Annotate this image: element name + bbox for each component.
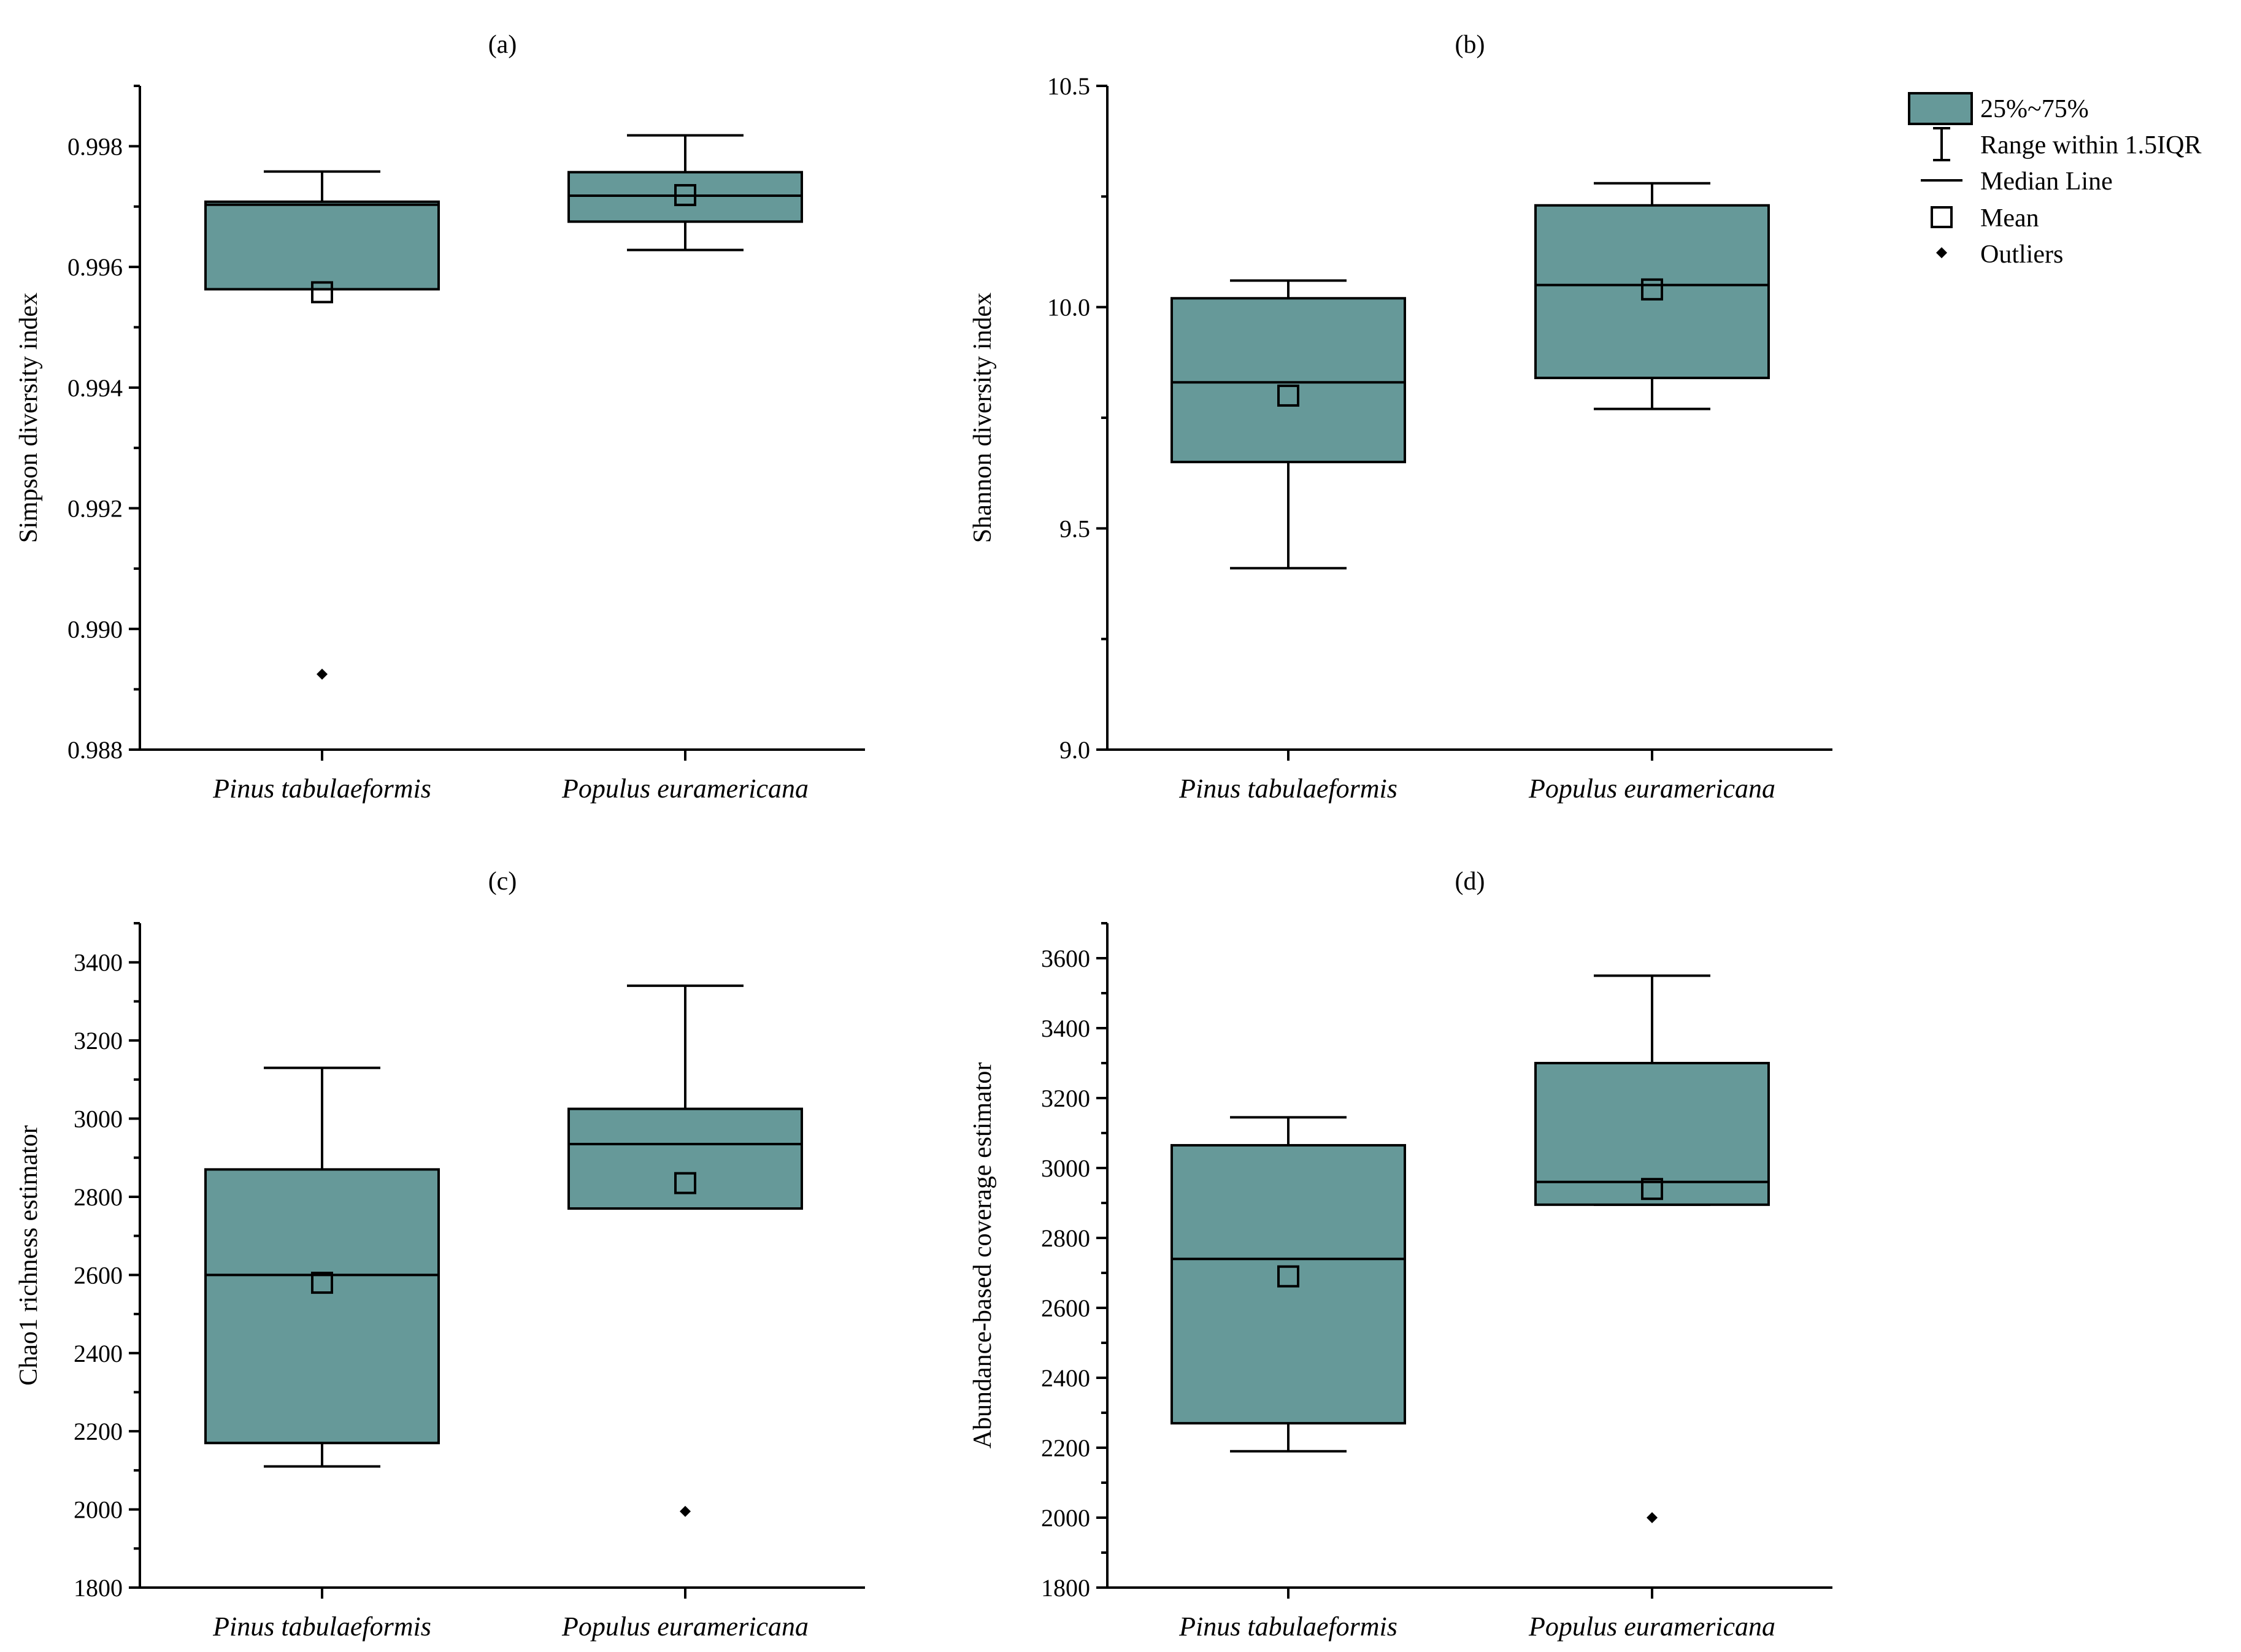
iqr-box [1170,297,1406,464]
panel-title: (b) [1455,31,1485,59]
legend-outlier-symbol [1936,247,1947,258]
y-tick-label: 10.5 [1047,72,1090,100]
y-tick-label: 0.996 [67,253,123,281]
y-tick-label: 3400 [74,949,123,977]
box-group [567,134,803,252]
y-tick-label: 2600 [74,1261,123,1289]
y-tick-label: 3600 [1041,945,1090,972]
y-tick-label: 2400 [74,1340,123,1367]
y-tick-label: 2000 [74,1496,123,1524]
x-category-label: Populus euramericana [1528,774,1775,804]
box-group [567,984,803,1517]
legend-box-swatch [1908,92,1973,125]
iqr-box [1534,1062,1770,1206]
y-tick-label: 0.992 [67,495,123,523]
y-tick-label: 2000 [1041,1504,1090,1532]
legend-label: Outliers [1980,240,2063,269]
legend-whisker-symbol [1933,127,1950,161]
y-tick-label: 1800 [1041,1574,1090,1602]
legend-item-mean: Mean [1931,204,2039,232]
y-axis-label: Chao1 richness estimator [15,1125,43,1386]
x-category-label: Populus euramericana [561,1612,809,1642]
legend-item-whisker: Range within 1.5IQR [1933,127,2201,161]
y-axis-label: Shannon diversity index [969,293,997,543]
x-category-label: Pinus tabulaeformis [212,774,431,804]
legend-label: Median Line [1980,167,2113,196]
y-tick-label: 10.0 [1047,294,1090,321]
y-tick-label: 2800 [1041,1224,1090,1252]
panel-b: (b) 9.0 9.5 10.0 10.5 Shannon diversity index… [969,31,1832,804]
panel-title: (d) [1455,867,1485,896]
legend-label: Mean [1980,204,2039,232]
mean-marker [311,281,333,304]
iqr-box [204,200,440,291]
panel-a: (a) 0.988 0.990 0.992 0.994 0.996 0.998 Simpson… [15,31,865,804]
y-tick-label: 0.990 [67,615,123,643]
legend-item-median: Median Line [1921,167,2113,196]
x-category-label: Pinus tabulaeformis [212,1612,431,1642]
outlier-point [1647,1512,1658,1523]
y-tick-label: 3200 [74,1027,123,1055]
box-group [204,170,440,680]
y-axis-label: Abundance-based coverage estimator [969,1062,997,1449]
x-category-label: Populus euramericana [1528,1612,1775,1642]
y-axis-label: Simpson diversity index [15,293,43,543]
y-tick-label: 9.0 [1059,736,1090,764]
y-tick-label: 2800 [74,1183,123,1211]
y-tick-label: 3000 [1041,1154,1090,1182]
x-category-label: Pinus tabulaeformis [1178,774,1397,804]
legend-item-box: 25%~75% [1908,92,2089,125]
outlier-point [680,1505,691,1517]
panel-title: (a) [488,31,517,59]
x-category-label: Pinus tabulaeformis [1178,1612,1397,1642]
y-tick-label: 3000 [74,1105,123,1133]
legend-item-outlier: Outliers [1936,240,2063,269]
y-tick-label: 2600 [1041,1294,1090,1322]
y-tick-label: 2200 [74,1418,123,1445]
y-tick-label: 2200 [1041,1434,1090,1462]
mean-marker [1277,1265,1299,1288]
y-tick-label: 9.5 [1059,515,1090,542]
x-category-label: Populus euramericana [561,774,809,804]
panel-title: (c) [488,867,517,896]
box-group [1170,1116,1406,1453]
box-group [1534,974,1770,1523]
box-group [1170,279,1406,570]
legend-label: 25%~75% [1980,95,2089,123]
iqr-box [1170,1143,1406,1425]
mean-marker [311,1272,333,1294]
outlier-point [317,669,328,680]
y-tick-label: 0.988 [67,736,123,764]
iqr-box [1534,204,1770,380]
y-tick-label: 2400 [1041,1364,1090,1392]
box-group [204,1066,440,1468]
box-group [1534,182,1770,410]
mean-marker [1641,278,1663,301]
iqr-box [204,1168,440,1445]
mean-marker [674,1172,696,1194]
legend: 25%~75% Range within 1.5IQR Median Line Mea… [1908,92,2201,269]
y-tick-label: 0.994 [67,374,123,402]
panel-c: (c) 1800 2000 2200 2400 2600 2800 3000 3200 3400 C… [15,867,865,1642]
mean-marker [1641,1178,1663,1201]
panel-d: (d) 1800 2000 2200 2400 2600 2800 3000 3200 3400 3… [969,867,1832,1642]
legend-label: Range within 1.5IQR [1980,131,2201,159]
y-tick-label: 0.998 [67,133,123,160]
y-tick-label: 3400 [1041,1015,1090,1042]
legend-mean-symbol [1931,206,1953,228]
mean-marker [674,184,696,207]
y-tick-label: 3200 [1041,1085,1090,1112]
mean-marker [1277,384,1299,407]
y-tick-label: 1800 [74,1574,123,1602]
